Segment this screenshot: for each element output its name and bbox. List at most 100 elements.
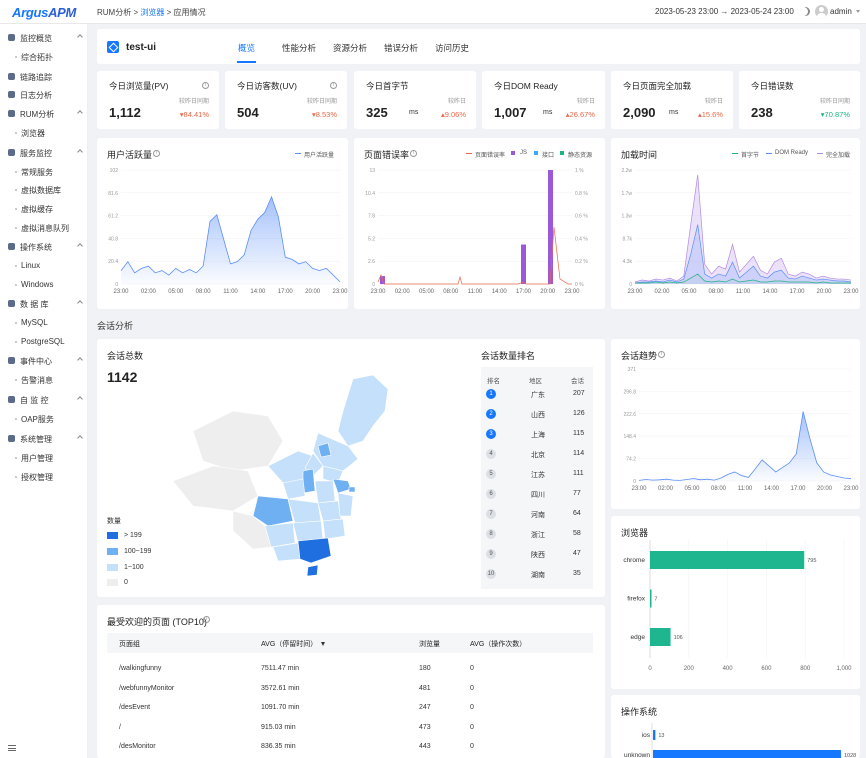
series-line[interactable] — [635, 273, 851, 284]
x-tick-label: 14:00 — [762, 289, 778, 295]
sidebar-item[interactable]: 虚拟消息队列 — [0, 220, 88, 236]
legend-item[interactable]: DOM Ready — [775, 150, 809, 156]
sidebar-item[interactable]: 常规服务 — [0, 164, 88, 180]
sidebar-item[interactable]: OAP服务 — [0, 411, 88, 427]
table-row[interactable]: / 915.03 min 473 0 — [107, 721, 593, 736]
series-line[interactable] — [377, 226, 572, 285]
series-line[interactable] — [634, 224, 852, 284]
legend-item[interactable]: 首字节 — [741, 153, 760, 159]
column-header[interactable]: AVG（操作次数） — [470, 641, 527, 648]
sidebar-item[interactable]: Windows — [0, 277, 88, 293]
series-line[interactable] — [638, 411, 852, 481]
info-icon[interactable]: i — [203, 616, 210, 623]
info-icon[interactable]: i — [410, 150, 417, 157]
sidebar-item[interactable]: 虚拟缓存 — [0, 201, 88, 217]
sidebar-group[interactable]: 服务监控 — [0, 145, 88, 161]
legend-item[interactable]: 页面错误率 — [475, 153, 506, 159]
info-icon[interactable]: i — [658, 351, 665, 358]
crumb-browser[interactable]: 浏览器 — [140, 8, 165, 17]
column-header[interactable]: 浏览量 — [419, 641, 440, 648]
sidebar-group[interactable]: 系统管理 — [0, 431, 88, 447]
sidebar-item[interactable]: 用户管理 — [0, 450, 88, 466]
date-range-picker[interactable]: 2023-05-23 23:00 → 2023-05-24 23:00 — [655, 7, 794, 16]
tab-errors[interactable]: 错误分析 — [384, 43, 419, 53]
sidebar-item[interactable]: Linux — [0, 258, 88, 274]
tab-overview[interactable]: 概览 — [238, 43, 256, 53]
legend-swatch[interactable] — [107, 548, 118, 555]
x-tick-label: 08:00 — [708, 289, 724, 295]
legend-swatch[interactable] — [107, 579, 118, 586]
avatar[interactable] — [815, 5, 828, 18]
bar[interactable] — [653, 750, 841, 758]
moon-icon[interactable] — [801, 7, 810, 16]
sidebar-group[interactable]: 事件中心 — [0, 353, 88, 369]
bar[interactable] — [653, 730, 656, 740]
chevron-up-icon[interactable] — [77, 435, 83, 441]
tab-performance[interactable]: 性能分析 — [282, 43, 317, 53]
rank-count: 114 — [573, 450, 585, 457]
sort-desc-icon[interactable] — [321, 642, 325, 646]
series-line[interactable] — [634, 174, 852, 283]
tab-history[interactable]: 访问历史 — [435, 43, 470, 53]
column-header[interactable]: 页面组 — [119, 641, 140, 648]
popular-pages-title: 最受欢迎的页面 (TOP10) — [107, 617, 207, 627]
sidebar-item[interactable]: 虚拟数据库 — [0, 182, 88, 198]
legend-swatch[interactable] — [107, 564, 118, 571]
sidebar-item[interactable]: 浏览器 — [0, 125, 88, 141]
bar[interactable] — [650, 551, 805, 569]
legend-swatch[interactable] — [107, 532, 118, 539]
sidebar-group[interactable]: 日志分析 — [0, 87, 88, 103]
bar[interactable] — [548, 170, 553, 284]
y-tick-label: 0 — [629, 282, 632, 288]
sidebar-group[interactable]: 操作系统 — [0, 239, 88, 255]
sidebar-group[interactable]: RUM分析 — [0, 106, 88, 122]
info-icon[interactable]: i — [330, 82, 337, 89]
sidebar-item[interactable]: 综合拓扑 — [0, 49, 88, 65]
chevron-up-icon[interactable] — [77, 396, 83, 402]
chevron-up-icon[interactable] — [77, 300, 83, 306]
legend-item[interactable]: 静态资源 — [568, 153, 593, 159]
avg-stay: 1091.70 min — [261, 704, 300, 712]
table-row[interactable]: /webfunnyMonitor 3572.61 min 481 0 — [107, 682, 593, 697]
legend-item[interactable]: 用户活跃量 — [304, 153, 335, 159]
bar[interactable] — [521, 244, 526, 284]
sidebar-item[interactable]: PostgreSQL — [0, 334, 88, 350]
sidebar-group[interactable]: 自 监 控 — [0, 392, 88, 408]
stat-change: ▾8.53% — [311, 110, 337, 119]
chevron-up-icon[interactable] — [77, 149, 83, 155]
column-header[interactable]: AVG（停留时间） — [261, 641, 318, 648]
sidebar-item-label: 授权管理 — [21, 473, 53, 482]
series-line[interactable] — [120, 195, 341, 283]
china-map[interactable] — [173, 371, 423, 581]
sidebar-item[interactable]: 告警消息 — [0, 372, 88, 388]
legend-item[interactable]: 接口 — [542, 153, 555, 159]
sidebar-item[interactable]: 授权管理 — [0, 469, 88, 485]
legend-item[interactable]: JS — [520, 150, 528, 156]
y-tick-label: 10.4 — [365, 191, 375, 197]
sidebar-group[interactable]: 数 据 库 — [0, 296, 88, 312]
crumb-rum[interactable]: RUM分析 — [97, 8, 132, 17]
chevron-up-icon[interactable] — [77, 243, 83, 249]
chevron-down-icon[interactable] — [856, 10, 860, 13]
chevron-up-icon[interactable] — [77, 357, 83, 363]
sidebar-item[interactable]: MySQL — [0, 315, 88, 331]
logo[interactable]: ArgusAPM — [12, 5, 77, 20]
sidebar-group[interactable]: 链路追踪 — [0, 69, 88, 85]
chevron-up-icon[interactable] — [77, 110, 83, 116]
bar[interactable] — [650, 628, 671, 646]
map-region — [314, 480, 336, 504]
info-icon[interactable]: i — [153, 150, 160, 157]
sidebar-group[interactable]: 监控概览 — [0, 30, 88, 46]
legend-item[interactable]: 完全加载 — [826, 153, 851, 159]
table-row[interactable]: /walkingfunny 7511.47 min 180 0 — [107, 662, 593, 677]
user-menu[interactable]: admin — [830, 7, 852, 16]
legend-label: 100~199 — [124, 548, 152, 555]
tab-resources[interactable]: 资源分析 — [333, 43, 368, 53]
bar[interactable] — [650, 589, 652, 608]
table-row[interactable]: /desMonitor 836.35 min 443 0 — [107, 740, 593, 755]
collapse-menu-icon[interactable] — [8, 745, 16, 751]
info-icon[interactable]: i — [202, 82, 209, 89]
table-row[interactable]: /desEvent 1091.70 min 247 0 — [107, 701, 593, 716]
chevron-up-icon[interactable] — [77, 34, 83, 40]
